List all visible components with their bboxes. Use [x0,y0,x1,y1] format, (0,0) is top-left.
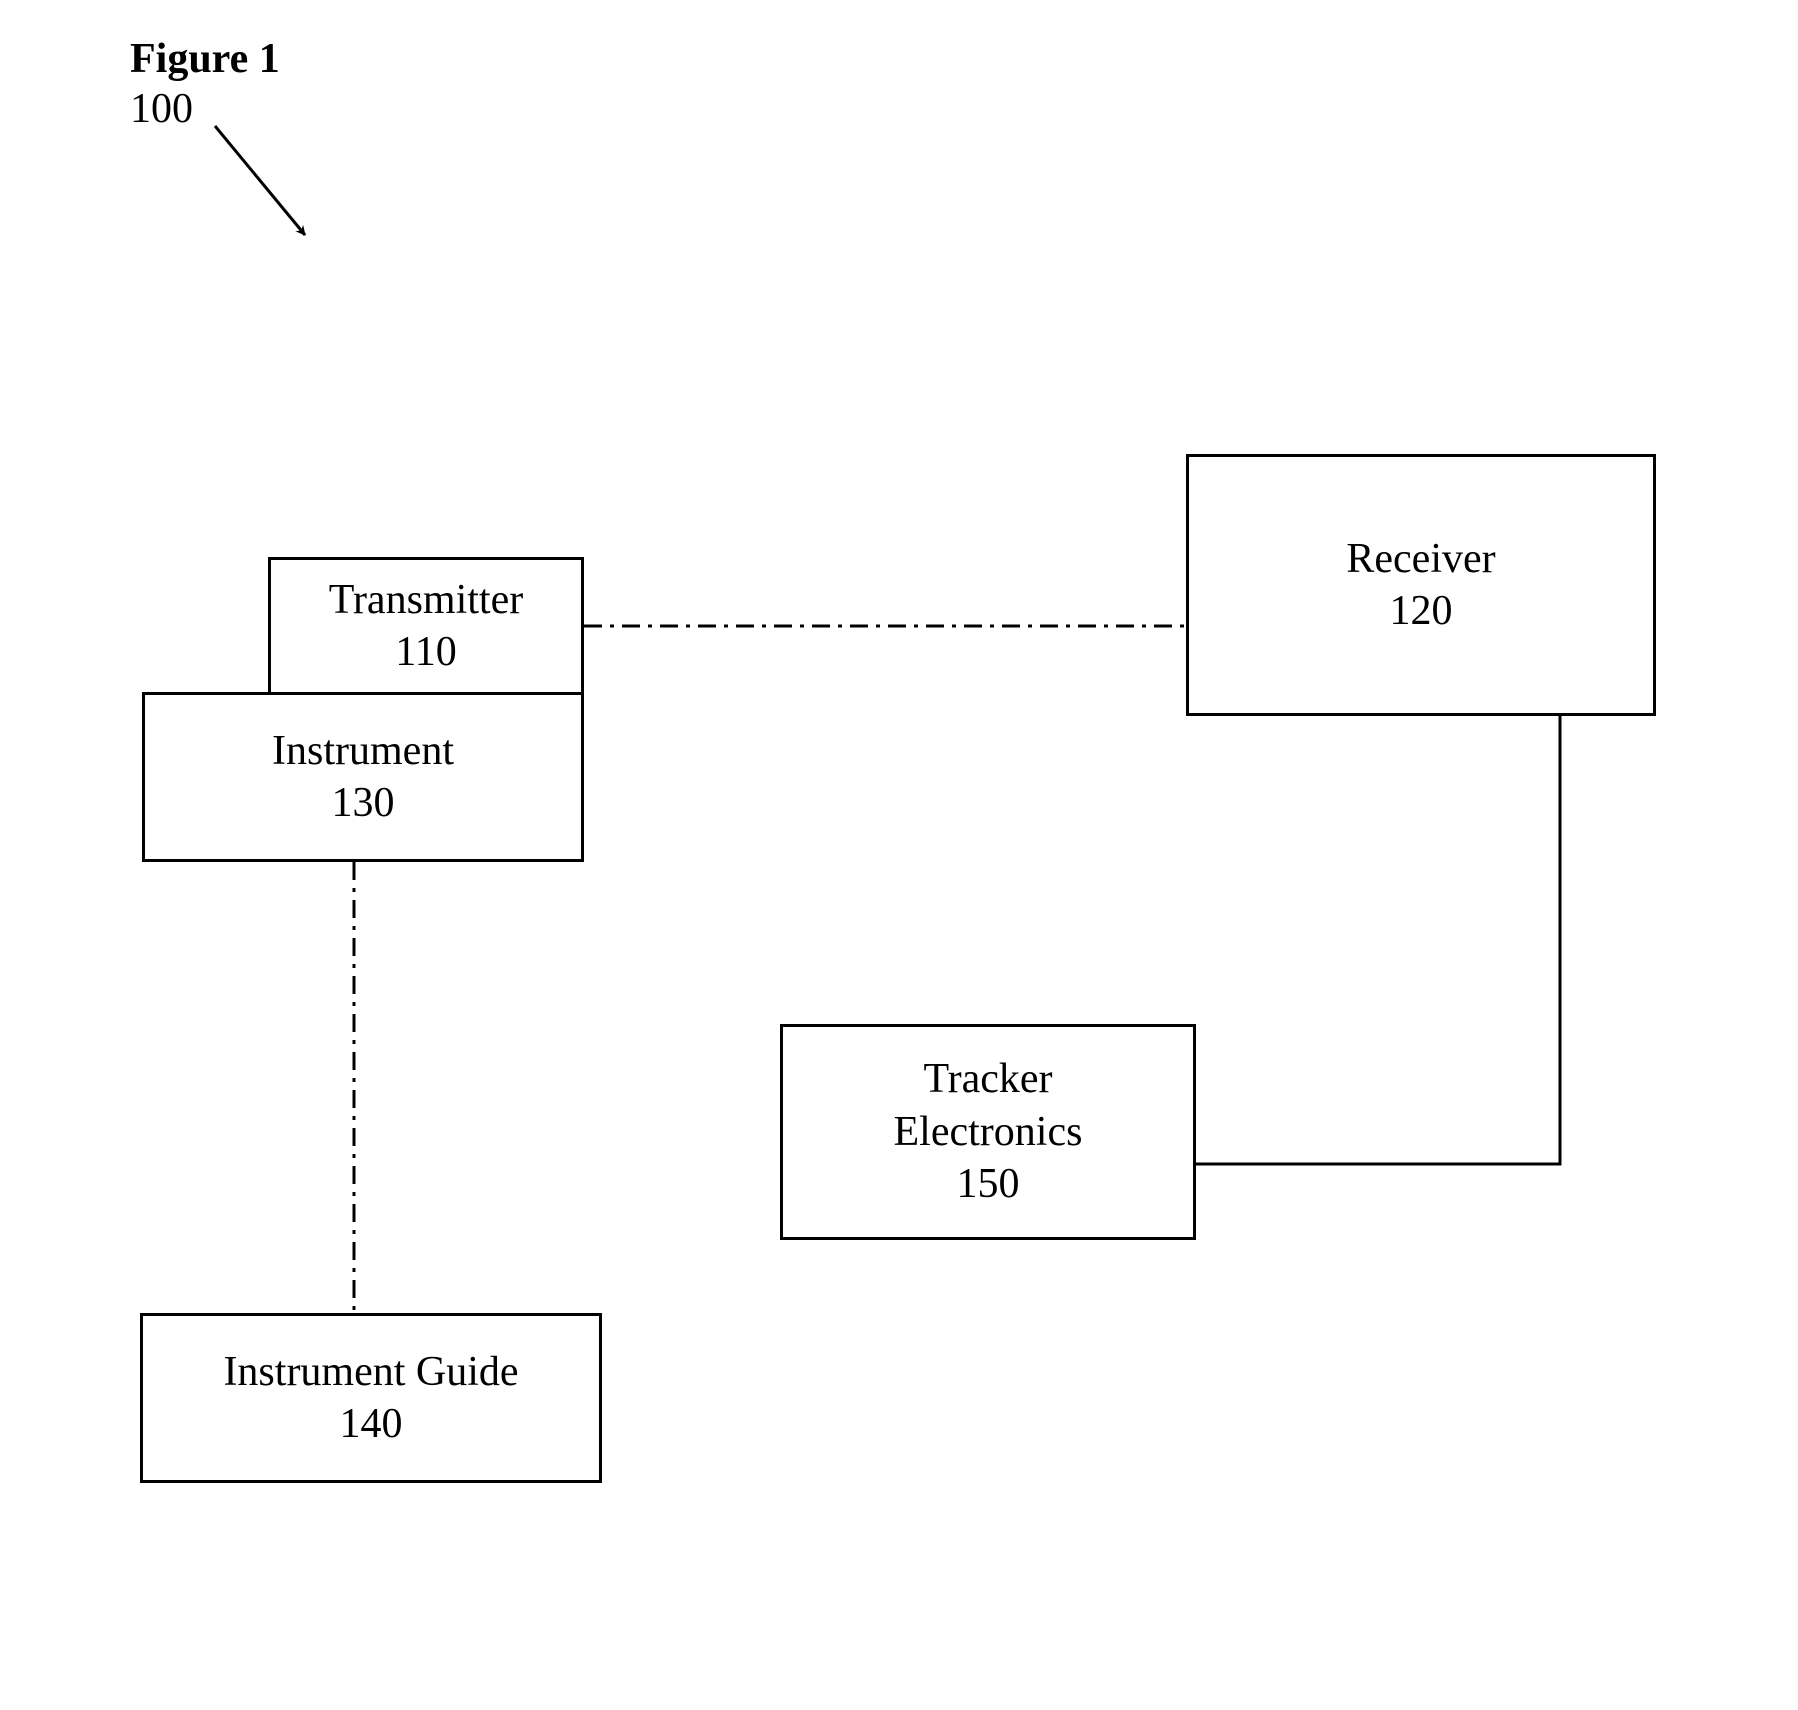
transmitter-box: Transmitter 110 [268,557,584,695]
figure-title: Figure 1 [130,36,280,82]
tracker-box: Tracker Electronics 150 [780,1024,1196,1240]
instrument-label: Instrument [272,725,454,778]
transmitter-ref: 110 [395,626,456,679]
instrument-box: Instrument 130 [142,692,584,862]
instrument-guide-box: Instrument Guide 140 [140,1313,602,1483]
transmitter-label: Transmitter [329,574,523,627]
tracker-ref: 150 [957,1158,1020,1211]
tracker-label-2: Electronics [894,1106,1083,1159]
figure-ref: 100 [130,86,193,132]
guide-label: Instrument Guide [223,1346,518,1399]
receiver-box: Receiver 120 [1186,454,1656,716]
tracker-label-1: Tracker [923,1053,1052,1106]
receiver-label: Receiver [1346,533,1495,586]
instrument-ref: 130 [332,777,395,830]
receiver-ref: 120 [1390,585,1453,638]
guide-ref: 140 [340,1398,403,1451]
